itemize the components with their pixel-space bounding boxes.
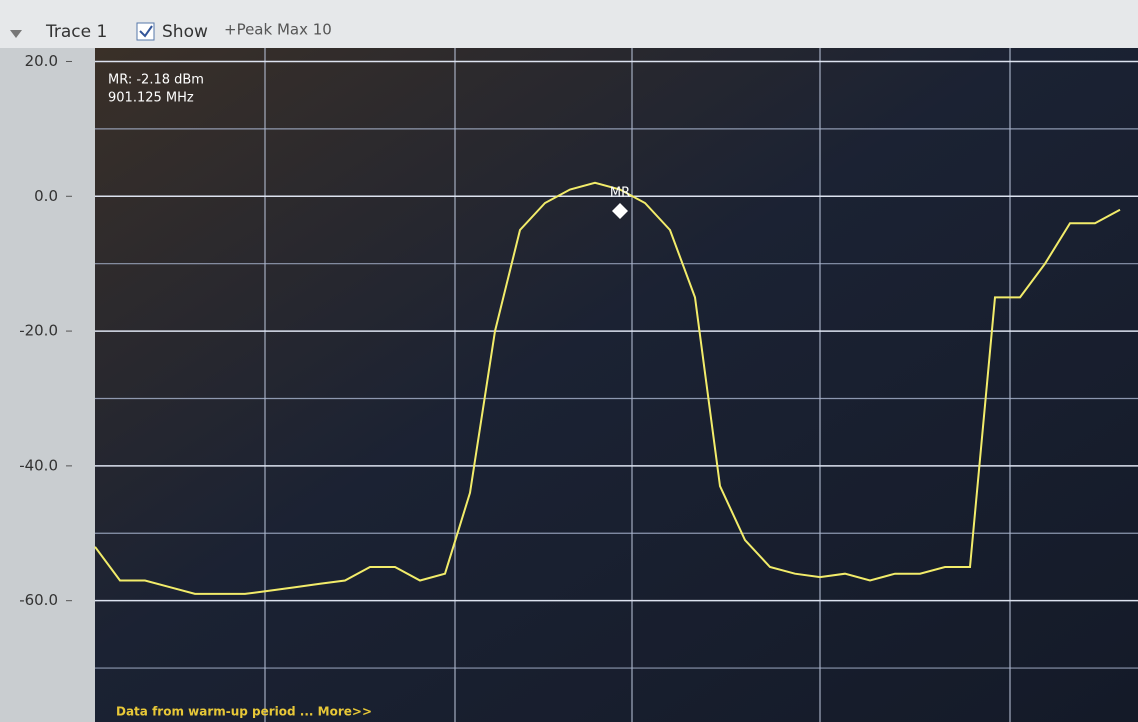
trace-line bbox=[94, 181, 1121, 595]
plot: MR bbox=[94, 60, 1138, 669]
show-label[interactable]: Show bbox=[162, 22, 208, 42]
y-tick-label: 20.0 bbox=[25, 52, 58, 70]
marker-frequency: 901.125 MHz bbox=[108, 91, 194, 106]
marker-level: MR: -2.18 dBm bbox=[108, 73, 204, 88]
collapse-arrow[interactable] bbox=[10, 30, 22, 38]
marker-label: MR bbox=[610, 185, 630, 200]
marker bbox=[612, 202, 628, 219]
show-checkbox[interactable] bbox=[136, 22, 155, 41]
plot-area bbox=[95, 48, 1138, 722]
y-tick-label: -40.0 bbox=[19, 456, 58, 474]
y-tick-label: -20.0 bbox=[19, 322, 58, 340]
trace-name: Trace 1 bbox=[45, 22, 107, 42]
y-tick-label: 0.0 bbox=[34, 187, 58, 205]
y-tick-label: -60.0 bbox=[19, 591, 58, 609]
axis-panel bbox=[0, 48, 95, 722]
trace-mode[interactable]: +Peak Max 10 bbox=[224, 21, 332, 39]
vertical-grid bbox=[264, 48, 1011, 722]
toolbar bbox=[0, 0, 1138, 48]
check bbox=[139, 25, 153, 38]
status-message[interactable]: Data from warm-up period ... More>> bbox=[116, 705, 372, 719]
